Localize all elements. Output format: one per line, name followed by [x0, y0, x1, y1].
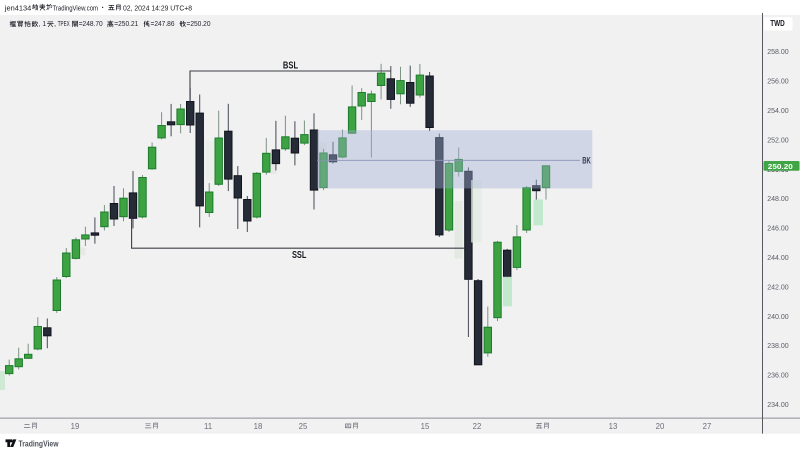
svg-text:254.00: 254.00 — [767, 106, 789, 115]
svg-text:236.00: 236.00 — [767, 371, 789, 380]
svg-text:BK: BK — [582, 156, 591, 167]
svg-text:=247.86: =247.86 — [151, 19, 175, 28]
svg-text:=248.70: =248.70 — [79, 19, 103, 28]
svg-text:240.00: 240.00 — [767, 312, 789, 321]
svg-text:,: , — [54, 19, 56, 28]
svg-text:jen4134: jen4134 — [4, 4, 31, 13]
svg-text:=250.21: =250.21 — [114, 19, 138, 28]
svg-text:BSL: BSL — [283, 60, 299, 72]
svg-text:248.00: 248.00 — [767, 194, 789, 203]
svg-text:25: 25 — [299, 422, 308, 431]
svg-text:19: 19 — [71, 422, 80, 431]
svg-text:22: 22 — [473, 422, 482, 431]
svg-text:=250.20: =250.20 — [187, 19, 211, 28]
svg-text:246.00: 246.00 — [767, 224, 789, 233]
svg-text:27: 27 — [703, 422, 712, 431]
svg-text:13: 13 — [609, 422, 618, 431]
svg-text:252.00: 252.00 — [767, 135, 789, 144]
svg-text:TradingView.com: TradingView.com — [53, 4, 99, 13]
svg-text:15: 15 — [421, 422, 430, 431]
svg-text:TPEX: TPEX — [58, 19, 70, 28]
svg-text:11: 11 — [204, 422, 212, 431]
svg-text:242.00: 242.00 — [767, 282, 789, 291]
svg-text:, 1: , 1 — [39, 19, 47, 28]
svg-text:02, 2024 14:29 UTC+8: 02, 2024 14:29 UTC+8 — [123, 4, 192, 13]
svg-text:·: · — [102, 3, 105, 12]
svg-text:TradingView: TradingView — [19, 438, 59, 448]
svg-text:20: 20 — [656, 422, 665, 431]
svg-text:244.00: 244.00 — [767, 253, 789, 262]
svg-text:238.00: 238.00 — [767, 341, 789, 350]
svg-text:234.00: 234.00 — [767, 400, 789, 409]
svg-text:SSL: SSL — [292, 249, 307, 261]
svg-text:18: 18 — [254, 422, 263, 431]
svg-text:250.20: 250.20 — [768, 162, 793, 171]
svg-text:TWD: TWD — [770, 19, 785, 28]
svg-text:256.00: 256.00 — [767, 77, 789, 86]
svg-text:258.00: 258.00 — [767, 47, 789, 56]
